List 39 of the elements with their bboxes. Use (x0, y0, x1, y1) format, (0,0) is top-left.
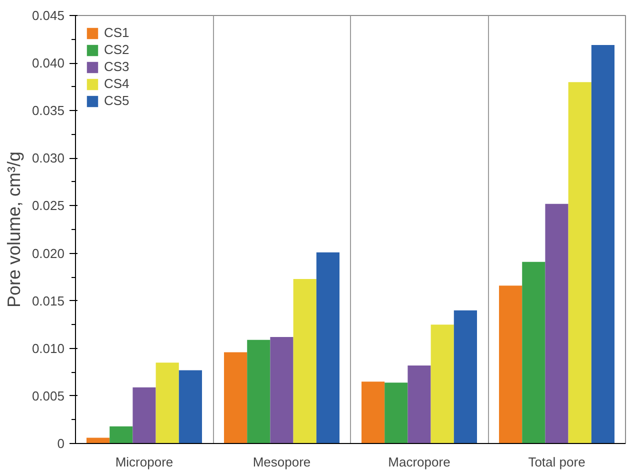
y-tick-label: 0.025 (32, 198, 65, 214)
bar (384, 382, 408, 444)
bar (499, 286, 522, 444)
y-tick-label: 0.040 (32, 56, 65, 71)
bar (293, 278, 316, 444)
x-tick-label: Micropore (115, 454, 174, 470)
bar (178, 370, 202, 444)
y-tick-label: 0.015 (32, 293, 65, 308)
y-tick-label: 0.010 (32, 340, 65, 356)
bar (522, 262, 546, 444)
bar (430, 324, 454, 444)
bar (316, 252, 340, 444)
x-tick-label: Total pore (528, 454, 586, 470)
x-tick-label: Macropore (388, 454, 450, 470)
bar (110, 426, 133, 444)
y-tick-label: 0.035 (32, 103, 65, 118)
y-tick-label: 0.030 (32, 150, 65, 166)
y-tick-label: 0 (57, 436, 65, 451)
y-tick-label: 0.045 (32, 8, 65, 23)
bar (132, 387, 156, 444)
legend-label: CS5 (104, 93, 130, 108)
bar (568, 82, 592, 444)
y-tick-label: 0.020 (32, 246, 65, 261)
legend-label: CS1 (104, 25, 130, 40)
bar (224, 352, 248, 444)
legend-label: CS3 (104, 59, 130, 74)
y-axis-title: Pore volume, cm³/g (4, 151, 24, 308)
legend-label: CS2 (104, 42, 130, 57)
y-tick-label: 0.005 (32, 388, 65, 404)
x-tick-label: Mesopore (252, 454, 311, 470)
bar (247, 340, 270, 444)
bar (408, 366, 431, 444)
bar (545, 204, 568, 444)
legend-label: CS4 (104, 76, 130, 91)
bar (270, 336, 294, 444)
bar (156, 362, 179, 444)
bar (454, 310, 477, 444)
bar (591, 44, 614, 444)
bar (362, 382, 385, 444)
